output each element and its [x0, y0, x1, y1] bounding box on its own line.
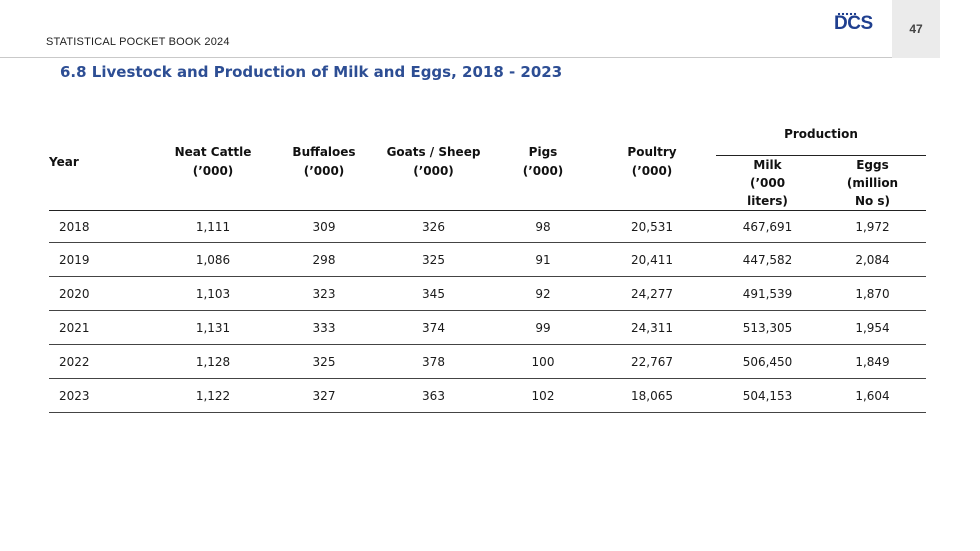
table-row: 2019 1,086 298 325 91 20,411 447,582 2,0… [49, 242, 926, 277]
header-eggs-unit-2: No s) [854, 194, 891, 208]
header-eggs-label: Eggs [856, 158, 889, 172]
cell-pigs: 99 [498, 310, 588, 345]
cell-goats-sheep: 363 [369, 378, 498, 413]
cell-poultry: 24,311 [588, 310, 716, 345]
header-milk-label: Milk [753, 158, 782, 172]
cell-eggs: 1,972 [819, 210, 926, 243]
cell-milk: 491,539 [716, 276, 819, 311]
cell-poultry: 24,277 [588, 276, 716, 311]
cell-neat-cattle: 1,086 [147, 242, 279, 277]
header-poultry: Poultry (’000) [588, 113, 716, 211]
cell-year: 2020 [49, 276, 147, 311]
header-eggs: Eggs (million No s) [819, 155, 926, 211]
table-row: 2020 1,103 323 345 92 24,277 491,539 1,8… [49, 276, 926, 311]
cell-neat-cattle: 1,128 [147, 344, 279, 379]
header-buffaloes-label: Buffaloes [292, 144, 356, 159]
table-row: 2023 1,122 327 363 102 18,065 504,153 1,… [49, 378, 926, 413]
header-poultry-unit: (’000) [631, 163, 673, 178]
table-row: 2022 1,128 325 378 100 22,767 506,450 1,… [49, 344, 926, 379]
cell-year: 2023 [49, 378, 147, 413]
header-milk-unit-2: liters) [747, 194, 788, 208]
section-title: 6.8 Livestock and Production of Milk and… [60, 63, 563, 81]
page-number: 47 [892, 0, 940, 58]
dcs-logo: DCS [834, 10, 878, 38]
cell-goats-sheep: 345 [369, 276, 498, 311]
header-buffaloes: Buffaloes (’000) [279, 113, 369, 211]
cell-eggs: 1,604 [819, 378, 926, 413]
cell-buffaloes: 323 [279, 276, 369, 311]
cell-year: 2019 [49, 242, 147, 277]
header-divider [0, 57, 892, 58]
cell-pigs: 91 [498, 242, 588, 277]
cell-goats-sheep: 326 [369, 210, 498, 243]
cell-year: 2022 [49, 344, 147, 379]
document-header-title: STATISTICAL POCKET BOOK 2024 [46, 36, 230, 48]
cell-eggs: 1,870 [819, 276, 926, 311]
header-production: Production [716, 113, 926, 156]
livestock-table: Year Neat Cattle (’000) Buffaloes (’000)… [49, 113, 926, 413]
cell-eggs: 2,084 [819, 242, 926, 277]
header-year: Year [49, 113, 147, 211]
cell-eggs: 1,954 [819, 310, 926, 345]
header-milk-unit-1: (’000 [749, 176, 786, 190]
header-pigs-label: Pigs [528, 144, 558, 159]
cell-neat-cattle: 1,111 [147, 210, 279, 243]
logo-dots-icon [837, 12, 857, 16]
cell-pigs: 98 [498, 210, 588, 243]
table-row: 2018 1,111 309 326 98 20,531 467,691 1,9… [49, 210, 926, 243]
header-milk: Milk (’000 liters) [716, 155, 819, 211]
header-pigs-unit: (’000) [522, 163, 564, 178]
header-neat-cattle-label: Neat Cattle [174, 144, 252, 159]
cell-neat-cattle: 1,103 [147, 276, 279, 311]
cell-poultry: 18,065 [588, 378, 716, 413]
cell-buffaloes: 325 [279, 344, 369, 379]
cell-milk: 504,153 [716, 378, 819, 413]
cell-poultry: 20,411 [588, 242, 716, 277]
header-pigs: Pigs (’000) [498, 113, 588, 211]
header-goats-sheep-label: Goats / Sheep [386, 144, 481, 159]
cell-neat-cattle: 1,131 [147, 310, 279, 345]
cell-buffaloes: 327 [279, 378, 369, 413]
cell-milk: 506,450 [716, 344, 819, 379]
cell-pigs: 100 [498, 344, 588, 379]
header-goats-sheep-unit: (’000) [413, 163, 454, 178]
header-neat-cattle-unit: (’000) [192, 163, 234, 178]
cell-poultry: 22,767 [588, 344, 716, 379]
header-neat-cattle: Neat Cattle (’000) [147, 113, 279, 211]
cell-pigs: 92 [498, 276, 588, 311]
table-row: 2021 1,131 333 374 99 24,311 513,305 1,9… [49, 310, 926, 345]
header-eggs-unit-1: (million [846, 176, 899, 190]
cell-eggs: 1,849 [819, 344, 926, 379]
cell-neat-cattle: 1,122 [147, 378, 279, 413]
header-poultry-label: Poultry [627, 144, 677, 159]
cell-year: 2021 [49, 310, 147, 345]
cell-year: 2018 [49, 210, 147, 243]
cell-milk: 467,691 [716, 210, 819, 243]
cell-pigs: 102 [498, 378, 588, 413]
cell-poultry: 20,531 [588, 210, 716, 243]
cell-buffaloes: 298 [279, 242, 369, 277]
cell-goats-sheep: 378 [369, 344, 498, 379]
cell-goats-sheep: 325 [369, 242, 498, 277]
cell-milk: 447,582 [716, 242, 819, 277]
logo-text: DCS [834, 13, 873, 34]
cell-buffaloes: 309 [279, 210, 369, 243]
cell-milk: 513,305 [716, 310, 819, 345]
cell-goats-sheep: 374 [369, 310, 498, 345]
cell-buffaloes: 333 [279, 310, 369, 345]
header-buffaloes-unit: (’000) [303, 163, 345, 178]
header-goats-sheep: Goats / Sheep (’000) [369, 113, 498, 211]
